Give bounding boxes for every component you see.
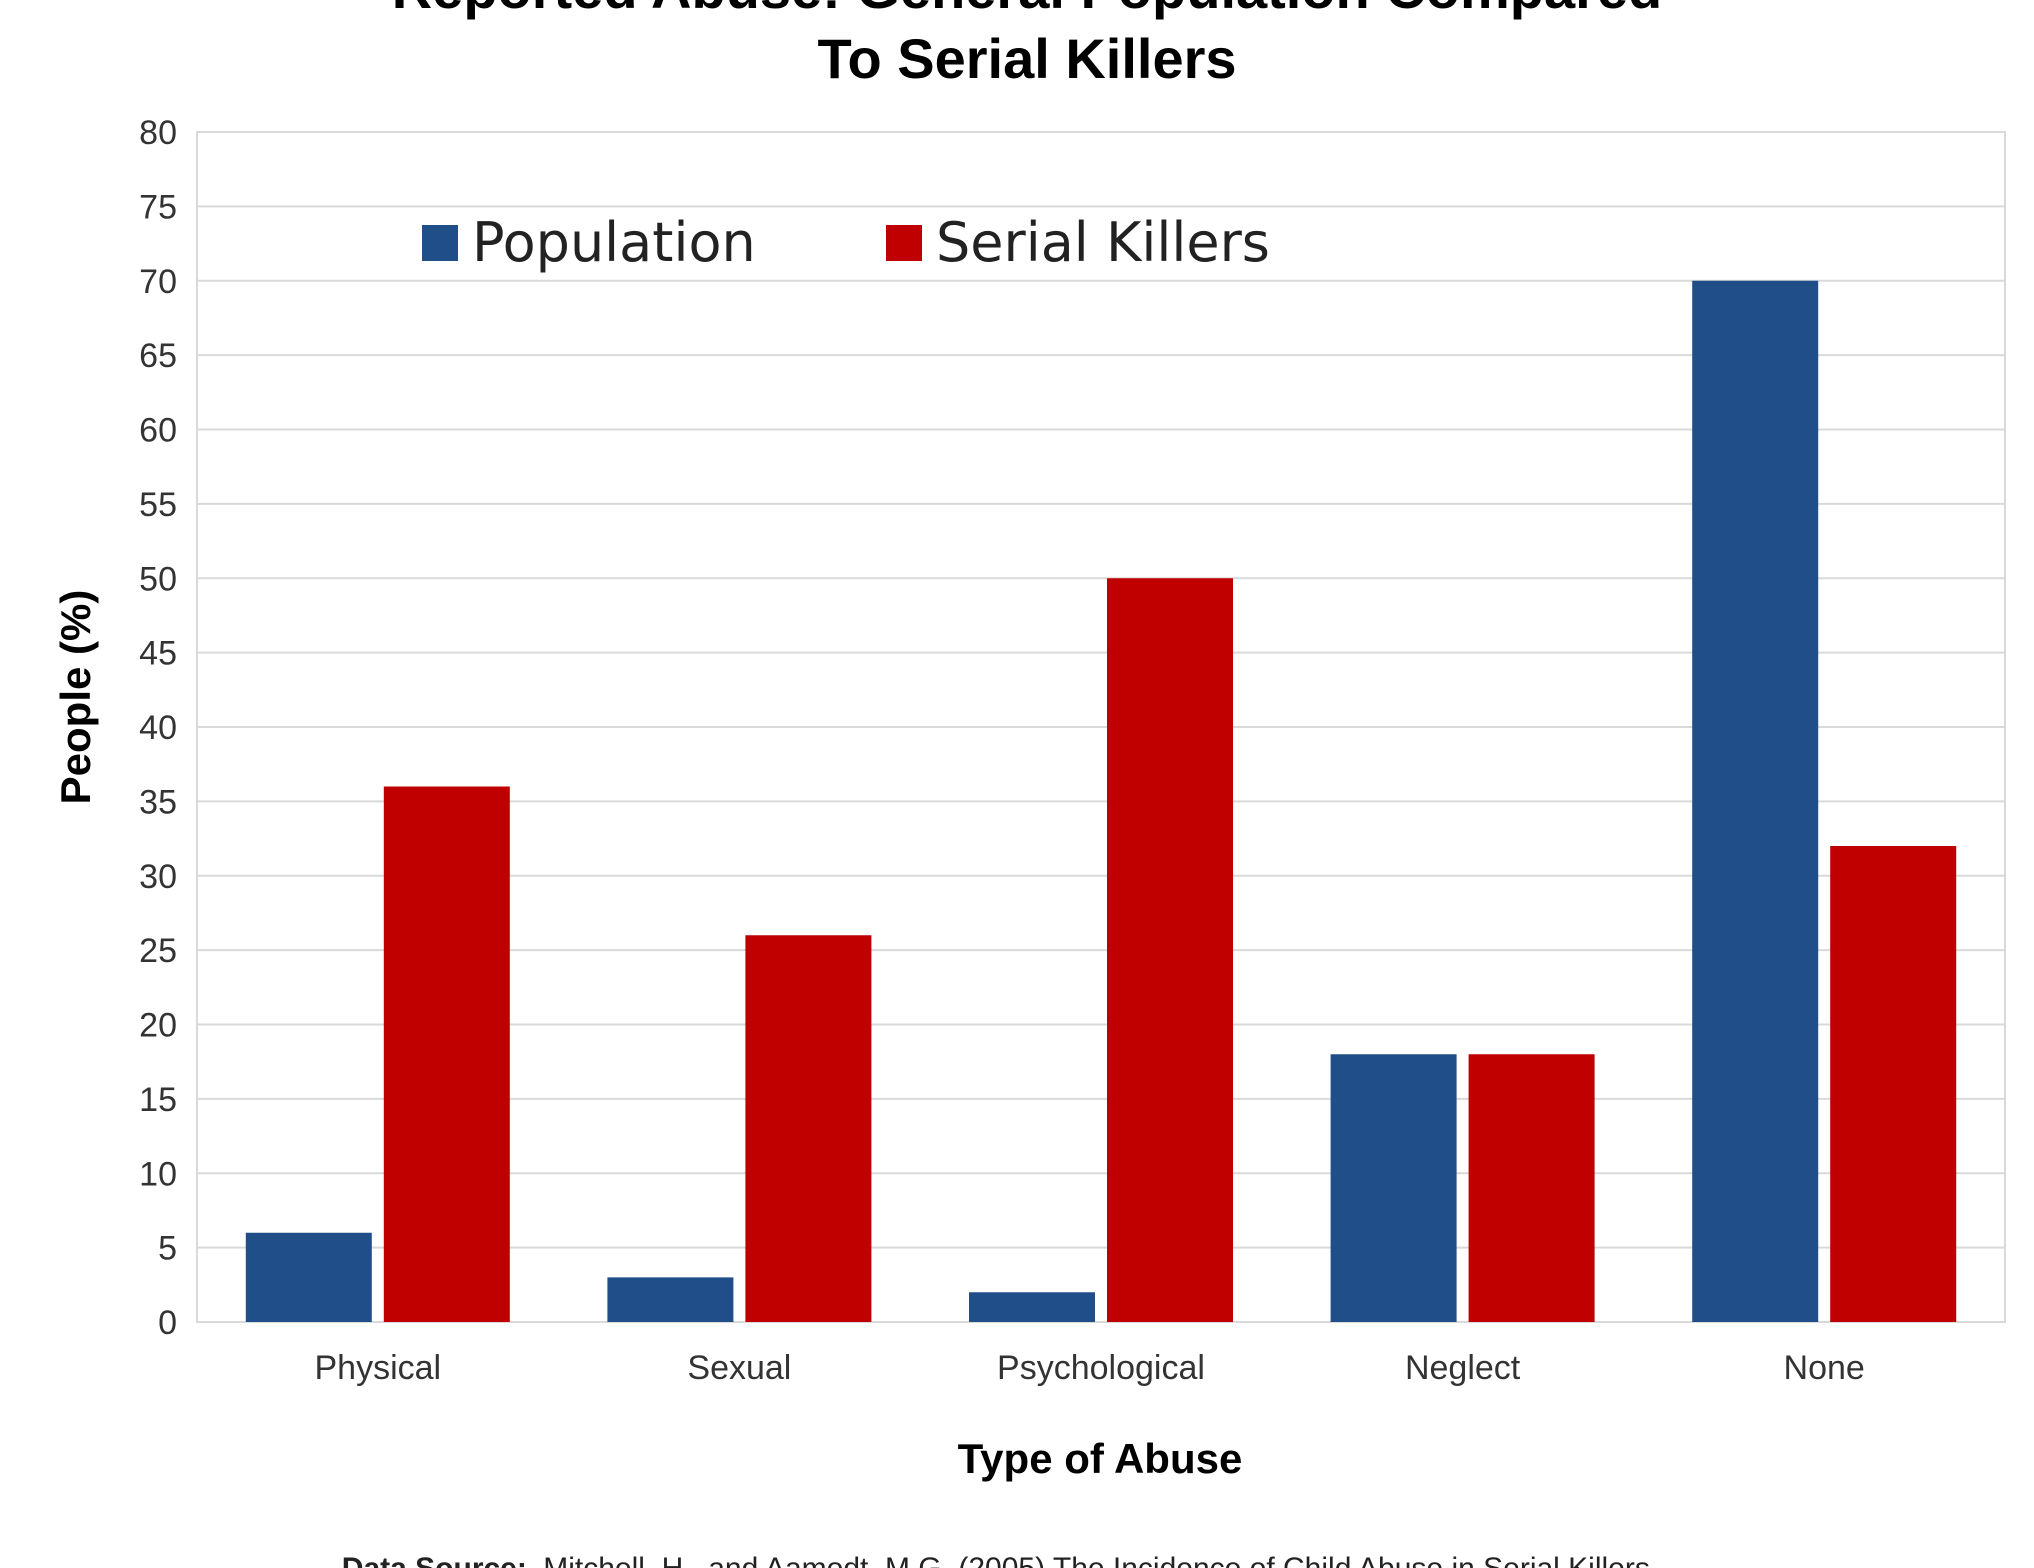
chart-title-line-2: To Serial Killers [817, 27, 1236, 90]
y-axis-title: People (%) [52, 590, 99, 805]
x-tick-label-none: None [1784, 1349, 1865, 1387]
bar-neglect-population [1330, 1054, 1457, 1322]
bar-none-population [1692, 280, 1819, 1322]
bar-sexual-population [607, 1277, 734, 1322]
x-axis-title: Type of Abuse [958, 1435, 1243, 1482]
source-note-text: Mitchell, H., and Aamodt, M.G. (2005) Th… [543, 1552, 1658, 1568]
source-note: Data Source: Mitchell, H., and Aamodt, M… [342, 1552, 1658, 1568]
legend: Population Serial Killers [422, 211, 1270, 274]
y-tick-label: 70 [139, 263, 177, 301]
legend-label-population: Population [472, 211, 756, 274]
legend-label-serial-killers: Serial Killers [936, 211, 1270, 274]
y-tick-label: 50 [139, 560, 177, 598]
bar-physical-population [245, 1232, 372, 1322]
bar-psychological-serial-killers [1107, 578, 1233, 1322]
bar-physical-serial-killers [383, 786, 510, 1322]
y-tick-label: 60 [139, 412, 177, 450]
y-axis-ticks: 0 5 10 15 20 25 30 35 40 45 50 55 60 65 70 75 80 [139, 114, 177, 1342]
x-tick-label-neglect: Neglect [1405, 1349, 1521, 1387]
bar-psychological-population [969, 1292, 1095, 1322]
y-tick-label: 65 [139, 337, 177, 375]
bars [245, 280, 1957, 1322]
y-tick-label: 75 [139, 188, 177, 226]
x-tick-label-psychological: Psychological [997, 1349, 1205, 1387]
chart-title-line-1: Reported Abuse: General Population Compa… [392, 0, 1663, 20]
bar-neglect-serial-killers [1468, 1054, 1595, 1322]
x-axis-ticks: Physical Sexual Psychological Neglect None [314, 1349, 1864, 1387]
y-tick-label: 10 [139, 1155, 177, 1193]
legend-swatch-population [422, 225, 458, 261]
source-note-label: Data Source: [342, 1552, 527, 1568]
y-tick-label: 15 [139, 1081, 177, 1119]
bar-sexual-serial-killers [745, 935, 872, 1322]
y-tick-label: 35 [139, 783, 177, 821]
y-tick-label: 30 [139, 858, 177, 896]
bar-none-serial-killers [1830, 846, 1957, 1322]
y-tick-label: 55 [139, 486, 177, 524]
x-tick-label-physical: Physical [314, 1349, 441, 1387]
y-tick-label: 20 [139, 1007, 177, 1045]
y-tick-label: 80 [139, 114, 177, 152]
y-tick-label: 0 [158, 1304, 177, 1342]
legend-swatch-serial-killers [886, 225, 922, 261]
y-tick-label: 5 [158, 1230, 177, 1268]
y-tick-label: 40 [139, 709, 177, 747]
x-tick-label-sexual: Sexual [687, 1349, 791, 1387]
y-tick-label: 45 [139, 635, 177, 673]
y-tick-label: 25 [139, 932, 177, 970]
